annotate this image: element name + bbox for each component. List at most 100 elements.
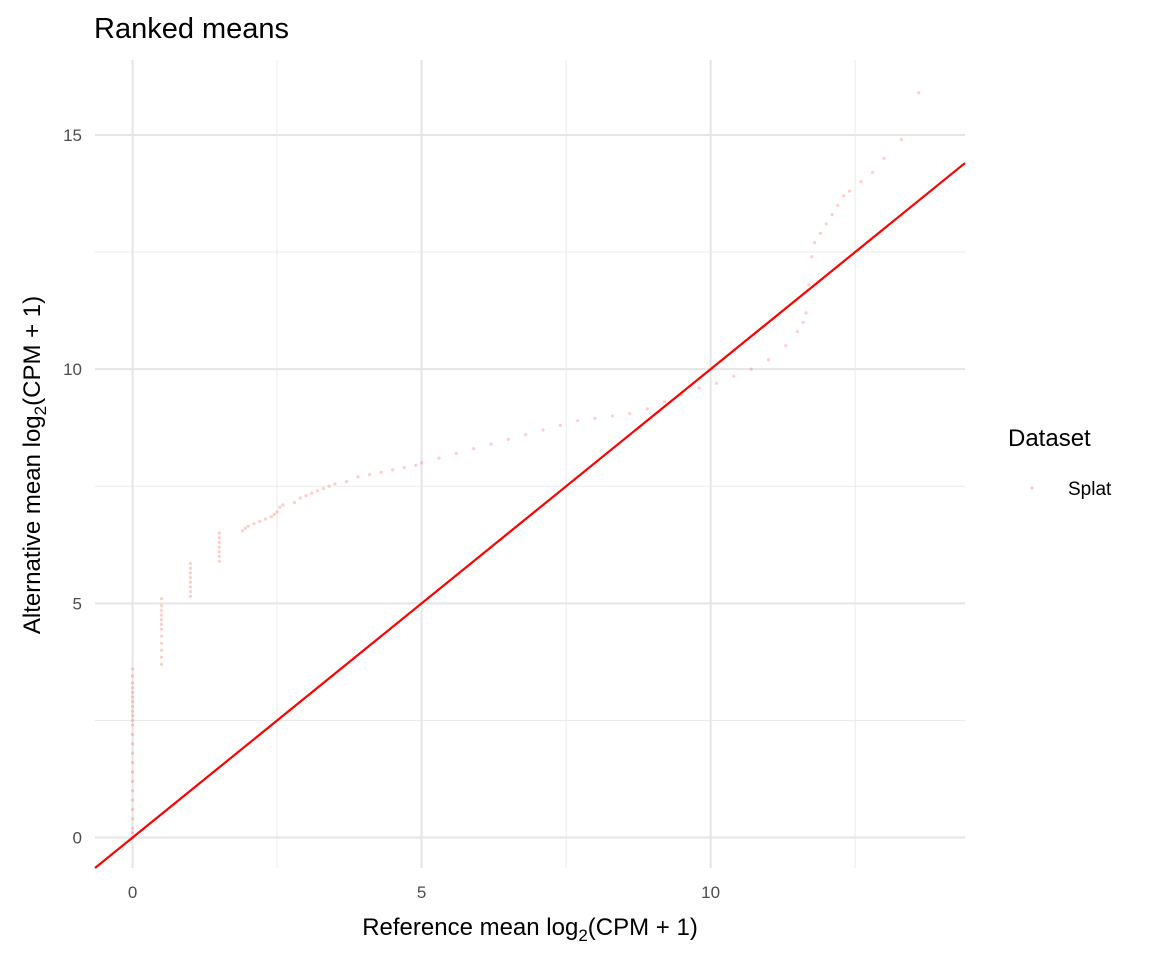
data-point xyxy=(842,194,846,198)
data-point xyxy=(130,831,135,835)
data-point xyxy=(732,374,736,378)
data-point xyxy=(298,496,302,500)
data-point xyxy=(252,522,256,526)
data-point xyxy=(714,381,719,385)
data-point xyxy=(159,662,164,666)
data-point xyxy=(258,519,262,523)
data-point xyxy=(414,463,418,467)
data-point xyxy=(159,618,164,622)
data-point xyxy=(899,138,904,142)
data-point xyxy=(217,531,221,535)
data-point xyxy=(159,641,164,645)
data-point xyxy=(130,817,135,821)
data-point xyxy=(159,655,164,659)
data-point xyxy=(344,479,349,484)
data-point xyxy=(188,594,192,598)
data-point xyxy=(263,517,268,521)
data-point xyxy=(130,789,135,793)
minor-gridlines xyxy=(95,60,965,868)
data-point xyxy=(159,597,164,601)
data-point xyxy=(130,742,135,746)
data-points xyxy=(130,91,921,840)
legend-label-splat: Splat xyxy=(1068,479,1112,500)
data-point xyxy=(784,344,788,348)
data-point xyxy=(356,475,360,479)
y-tick-label: 5 xyxy=(73,594,82,613)
data-point xyxy=(367,472,372,477)
data-point xyxy=(159,648,164,652)
data-point xyxy=(217,559,221,563)
data-point xyxy=(610,414,614,418)
x-tick-label: 5 xyxy=(417,883,426,902)
data-point xyxy=(281,503,285,507)
data-point xyxy=(327,484,331,488)
data-point xyxy=(275,510,279,514)
data-point xyxy=(804,311,808,315)
identity-reference-line xyxy=(94,162,966,869)
data-point xyxy=(807,283,811,287)
data-point xyxy=(130,798,135,802)
data-point xyxy=(217,554,221,559)
data-point xyxy=(454,451,458,456)
x-axis-title: Reference mean log2(CPM + 1) xyxy=(362,914,698,945)
data-point xyxy=(217,540,221,545)
data-point xyxy=(159,622,164,627)
data-point xyxy=(130,751,135,755)
data-point xyxy=(130,718,135,723)
data-point xyxy=(420,461,424,465)
data-point xyxy=(159,613,164,617)
data-point xyxy=(188,575,192,580)
data-point xyxy=(217,536,221,540)
data-point xyxy=(130,695,135,699)
data-point xyxy=(130,690,135,694)
data-point xyxy=(304,494,308,498)
data-point xyxy=(130,674,135,678)
data-point xyxy=(130,807,135,812)
data-point xyxy=(333,482,337,486)
data-point xyxy=(188,571,192,575)
y-tick-label: 0 xyxy=(73,829,82,848)
data-point xyxy=(217,550,221,554)
chart-title: Ranked means xyxy=(94,13,289,45)
data-point xyxy=(836,203,840,207)
data-point xyxy=(130,732,135,737)
data-point xyxy=(188,566,192,570)
data-point xyxy=(558,423,562,427)
data-point xyxy=(593,416,597,420)
data-point xyxy=(697,386,701,390)
data-point xyxy=(188,561,192,566)
data-point xyxy=(882,156,886,160)
x-tick-labels: 0 5 10 xyxy=(128,883,720,902)
data-point xyxy=(541,428,545,432)
legend-key-splat xyxy=(1030,486,1034,490)
legend-title: Dataset xyxy=(1008,425,1091,452)
data-point xyxy=(818,231,823,235)
data-point xyxy=(628,412,632,416)
data-point xyxy=(130,770,135,774)
data-point xyxy=(130,667,135,671)
data-point xyxy=(240,529,245,533)
data-point xyxy=(472,447,476,451)
data-point xyxy=(766,358,771,362)
data-point xyxy=(870,170,875,175)
data-point xyxy=(859,180,863,184)
data-point xyxy=(292,501,297,505)
data-point xyxy=(310,491,314,495)
data-point xyxy=(130,761,135,765)
data-point xyxy=(130,704,135,709)
x-tick-label: 10 xyxy=(701,883,720,902)
y-tick-label: 15 xyxy=(63,126,82,145)
data-point xyxy=(489,442,493,446)
data-point xyxy=(130,709,135,713)
data-point xyxy=(243,526,247,531)
y-tick-label: 10 xyxy=(63,360,82,379)
data-point xyxy=(130,700,135,704)
major-gridlines xyxy=(95,60,965,868)
data-point xyxy=(130,681,135,685)
data-point xyxy=(847,189,851,193)
data-point xyxy=(130,723,135,727)
data-point xyxy=(379,470,383,474)
data-point xyxy=(130,714,135,718)
data-point xyxy=(188,590,192,594)
